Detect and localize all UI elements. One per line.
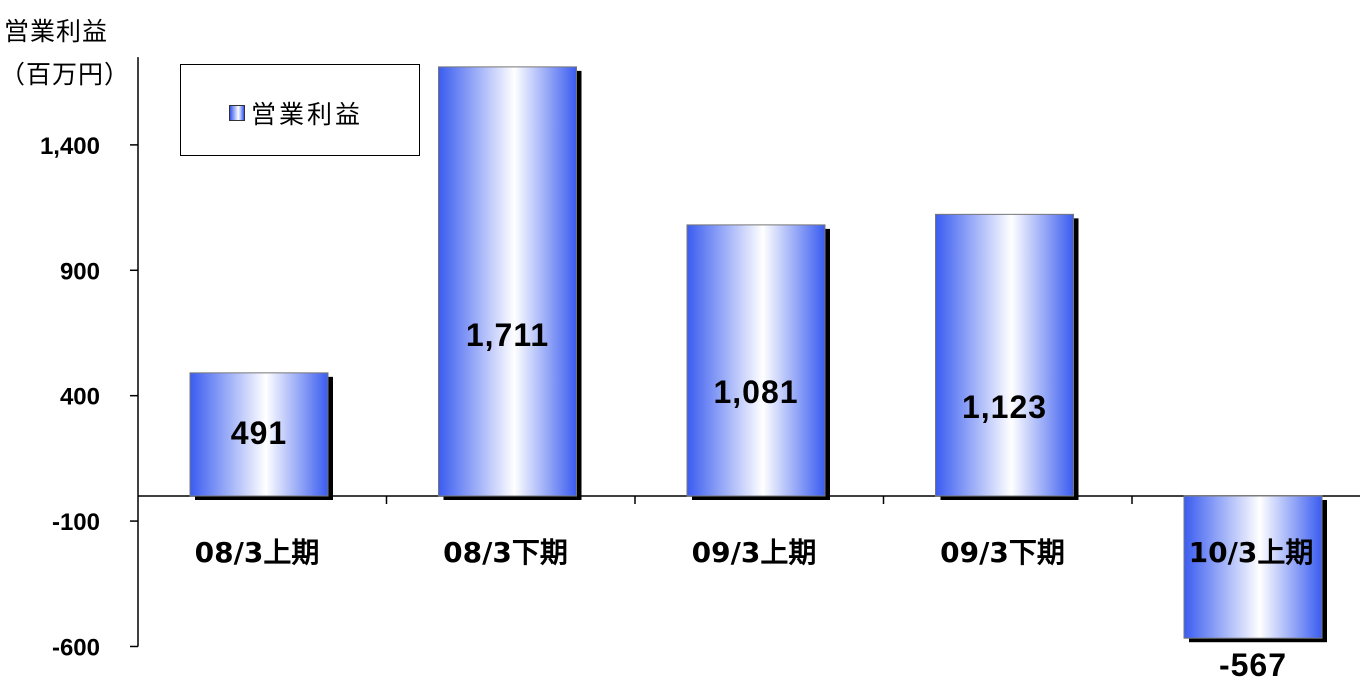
y-tick-label: -100 — [52, 509, 100, 536]
legend-label: 営業利益 — [251, 100, 364, 129]
y-tick-label: 1,400 — [40, 133, 100, 160]
category-label: 09/3上期 — [692, 536, 817, 569]
y-ticks: -600 -100 400 900 1,400 — [40, 133, 138, 661]
bar — [1183, 495, 1323, 639]
bar — [189, 372, 329, 497]
bar — [686, 224, 826, 497]
data-label: 1,123 — [962, 389, 1047, 425]
value-labels: 491 1,711 1,081 1,123 -567 — [231, 317, 1287, 682]
category-labels: 08/3上期 08/3下期 09/3上期 09/3下期 10/3上期 — [195, 536, 1314, 569]
y-tick-label: -600 — [52, 634, 100, 661]
category-label: 08/3上期 — [195, 536, 320, 569]
legend-swatch — [229, 105, 245, 121]
y-axis-title-line2: （百万円） — [0, 60, 131, 89]
category-label: 09/3下期 — [940, 536, 1065, 569]
bars — [189, 66, 1327, 643]
data-label: 491 — [231, 415, 287, 451]
category-label: 10/3上期 — [1189, 536, 1314, 569]
data-label: 1,711 — [466, 317, 549, 353]
y-tick-label: 400 — [60, 384, 100, 411]
y-tick-label: 900 — [60, 258, 100, 285]
y-axis-title-line1: 営業利益 — [4, 17, 109, 46]
bar — [935, 213, 1074, 497]
bar — [438, 66, 577, 497]
category-label: 08/3下期 — [443, 536, 568, 569]
data-label: -567 — [1219, 647, 1287, 682]
data-label: 1,081 — [713, 374, 798, 410]
legend: 営業利益 — [180, 64, 420, 156]
